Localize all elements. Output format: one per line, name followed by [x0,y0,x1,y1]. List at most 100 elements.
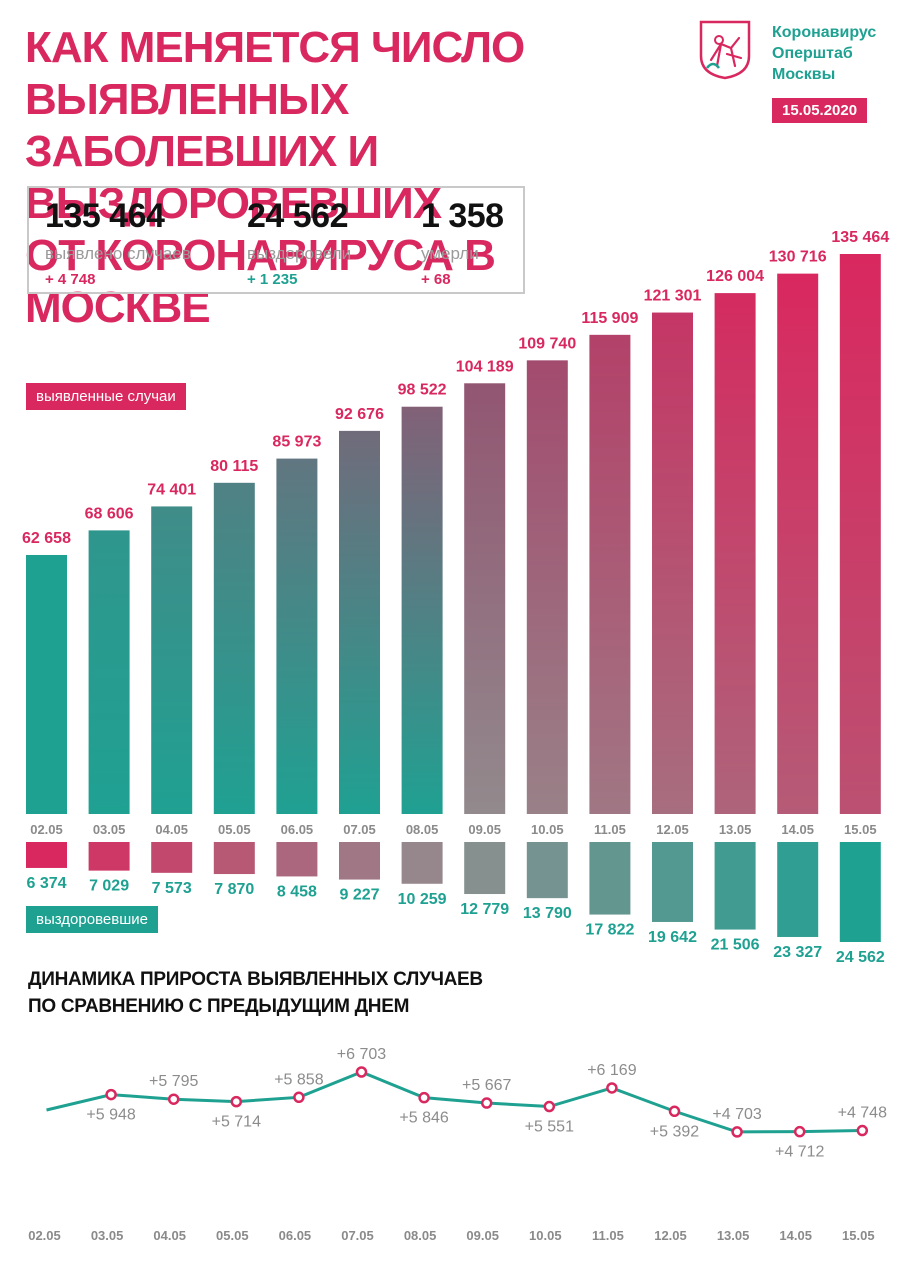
growth-date-tick-label: 02.05 [28,1228,61,1243]
case-bar [276,458,318,814]
growth-point [731,1126,743,1138]
stats-panel: 135 464 выявлено случаев + 4 748 24 562 … [27,186,525,294]
growth-value-label: +4 712 [775,1144,824,1161]
growth-date-tick-label: 05.05 [216,1228,249,1243]
growth-value-label: +5 948 [86,1107,135,1124]
date-tick-label: 12.05 [656,822,689,837]
date-badge: 15.05.2020 [772,98,868,123]
growth-value-label: +5 795 [149,1073,198,1090]
case-bar [339,430,380,814]
growth-point [793,1125,806,1138]
growth-date-tick-label: 03.05 [91,1228,124,1243]
recovered-bar [526,842,568,899]
growth-point [480,1097,493,1109]
brand-line-3: Москвы [772,66,836,83]
growth-date-tick-label: 08.05 [404,1228,437,1243]
legend-cases: выявленные случаи [26,383,186,410]
case-value-label: 115 909 [581,310,638,327]
recovered-value-label: 6 374 [26,875,66,892]
case-bar [88,530,130,814]
recovered-value-label: 13 790 [523,905,572,922]
date-tick-label: 09.05 [468,822,501,837]
date-tick-label: 08.05 [406,822,439,837]
recovered-value-label: 24 562 [836,949,885,966]
growth-point [230,1095,243,1108]
recovered-bar [151,842,193,873]
recovered-value-label: 9 227 [339,887,379,904]
case-bar [213,482,255,814]
date-tick-label: 15.05 [844,822,877,837]
recovered-value-label: 8 458 [277,883,317,900]
date-tick-label: 13.05 [719,822,752,837]
growth-value-label: +5 392 [650,1123,699,1140]
case-bar [401,406,443,814]
stat-cases: 135 464 выявлено случаев + 4 748 [45,196,191,291]
growth-title-line-2: ПО СРАВНЕНИЮ С ПРЕДЫДУЩИМ ДНЕМ [28,996,410,1017]
case-bar [151,506,193,814]
stat-recovered-delta: + 1 235 [247,271,298,288]
growth-value-label: +5 858 [274,1071,323,1088]
case-bar [589,334,631,814]
growth-value-label: +5 714 [212,1114,261,1131]
case-value-label: 98 522 [398,382,447,399]
recovered-bar [589,842,631,915]
growth-value-label: +5 551 [525,1119,574,1136]
recovered-bar [839,842,881,942]
recovered-bar [652,842,693,922]
case-value-label: 85 973 [272,434,321,451]
growth-chart-title: ДИНАМИКА ПРИРОСТА ВЫЯВЛЕННЫХ СЛУЧАЕВ ПО … [28,966,483,1020]
growth-value-label: +4 703 [712,1106,761,1123]
recovered-value-label: 7 029 [89,878,129,895]
case-value-label: 109 740 [518,335,576,352]
growth-date-tick-label: 13.05 [717,1228,750,1243]
recovered-bar [26,842,67,868]
case-bar [839,254,881,814]
case-value-label: 104 189 [456,358,514,375]
stat-recovered-value: 24 562 [247,197,349,235]
date-tick-label: 11.05 [594,822,626,837]
recovered-bar [777,842,819,937]
recovered-value-label: 7 573 [152,880,192,897]
stat-deaths: 1 358 умерли + 68 [421,196,504,291]
growth-point [167,1093,180,1105]
growth-date-tick-label: 12.05 [654,1228,687,1243]
case-value-label: 80 115 [210,458,258,475]
growth-date-tick-label: 14.05 [779,1228,812,1243]
date-tick-label: 02.05 [30,822,63,837]
growth-date-tick-label: 07.05 [341,1228,374,1243]
growth-date-tick-label: 15.05 [842,1228,875,1243]
moscow-emblem-icon [699,20,751,80]
recovered-value-label: 23 327 [773,944,822,961]
recovered-bar [401,842,443,884]
growth-point [668,1105,681,1118]
recovered-bar [714,842,756,930]
brand-line-1: Коронавирус [772,24,877,41]
growth-value-label: +6 169 [587,1062,636,1079]
stat-cases-label: выявлено случаев [45,244,191,263]
growth-date-tick-label: 04.05 [153,1228,186,1243]
recovered-value-label: 10 259 [398,891,447,908]
title-line-1: КАК МЕНЯЕТСЯ ЧИСЛО ВЫЯВЛЕННЫХ [25,23,525,124]
stat-deaths-delta: + 68 [421,271,451,288]
date-tick-label: 04.05 [155,822,188,837]
date-tick-label: 10.05 [531,822,564,837]
case-value-label: 68 606 [85,505,134,522]
growth-point [543,1100,556,1113]
growth-point [105,1088,117,1101]
growth-date-tick-label: 10.05 [529,1228,562,1243]
growth-point [418,1091,430,1104]
recovered-bar [88,842,130,871]
date-tick-label: 06.05 [281,822,314,837]
recovered-value-label: 17 822 [585,922,634,939]
growth-value-label: +5 846 [399,1110,448,1127]
growth-point [355,1066,368,1078]
recovered-bar [464,842,506,895]
stat-cases-value: 135 464 [45,197,165,235]
date-tick-label: 05.05 [218,822,251,837]
recovered-value-label: 12 779 [460,901,509,918]
recovered-value-label: 21 506 [711,937,760,954]
growth-value-label: +5 667 [462,1077,511,1094]
growth-point [856,1124,869,1137]
growth-date-tick-label: 09.05 [466,1228,499,1243]
